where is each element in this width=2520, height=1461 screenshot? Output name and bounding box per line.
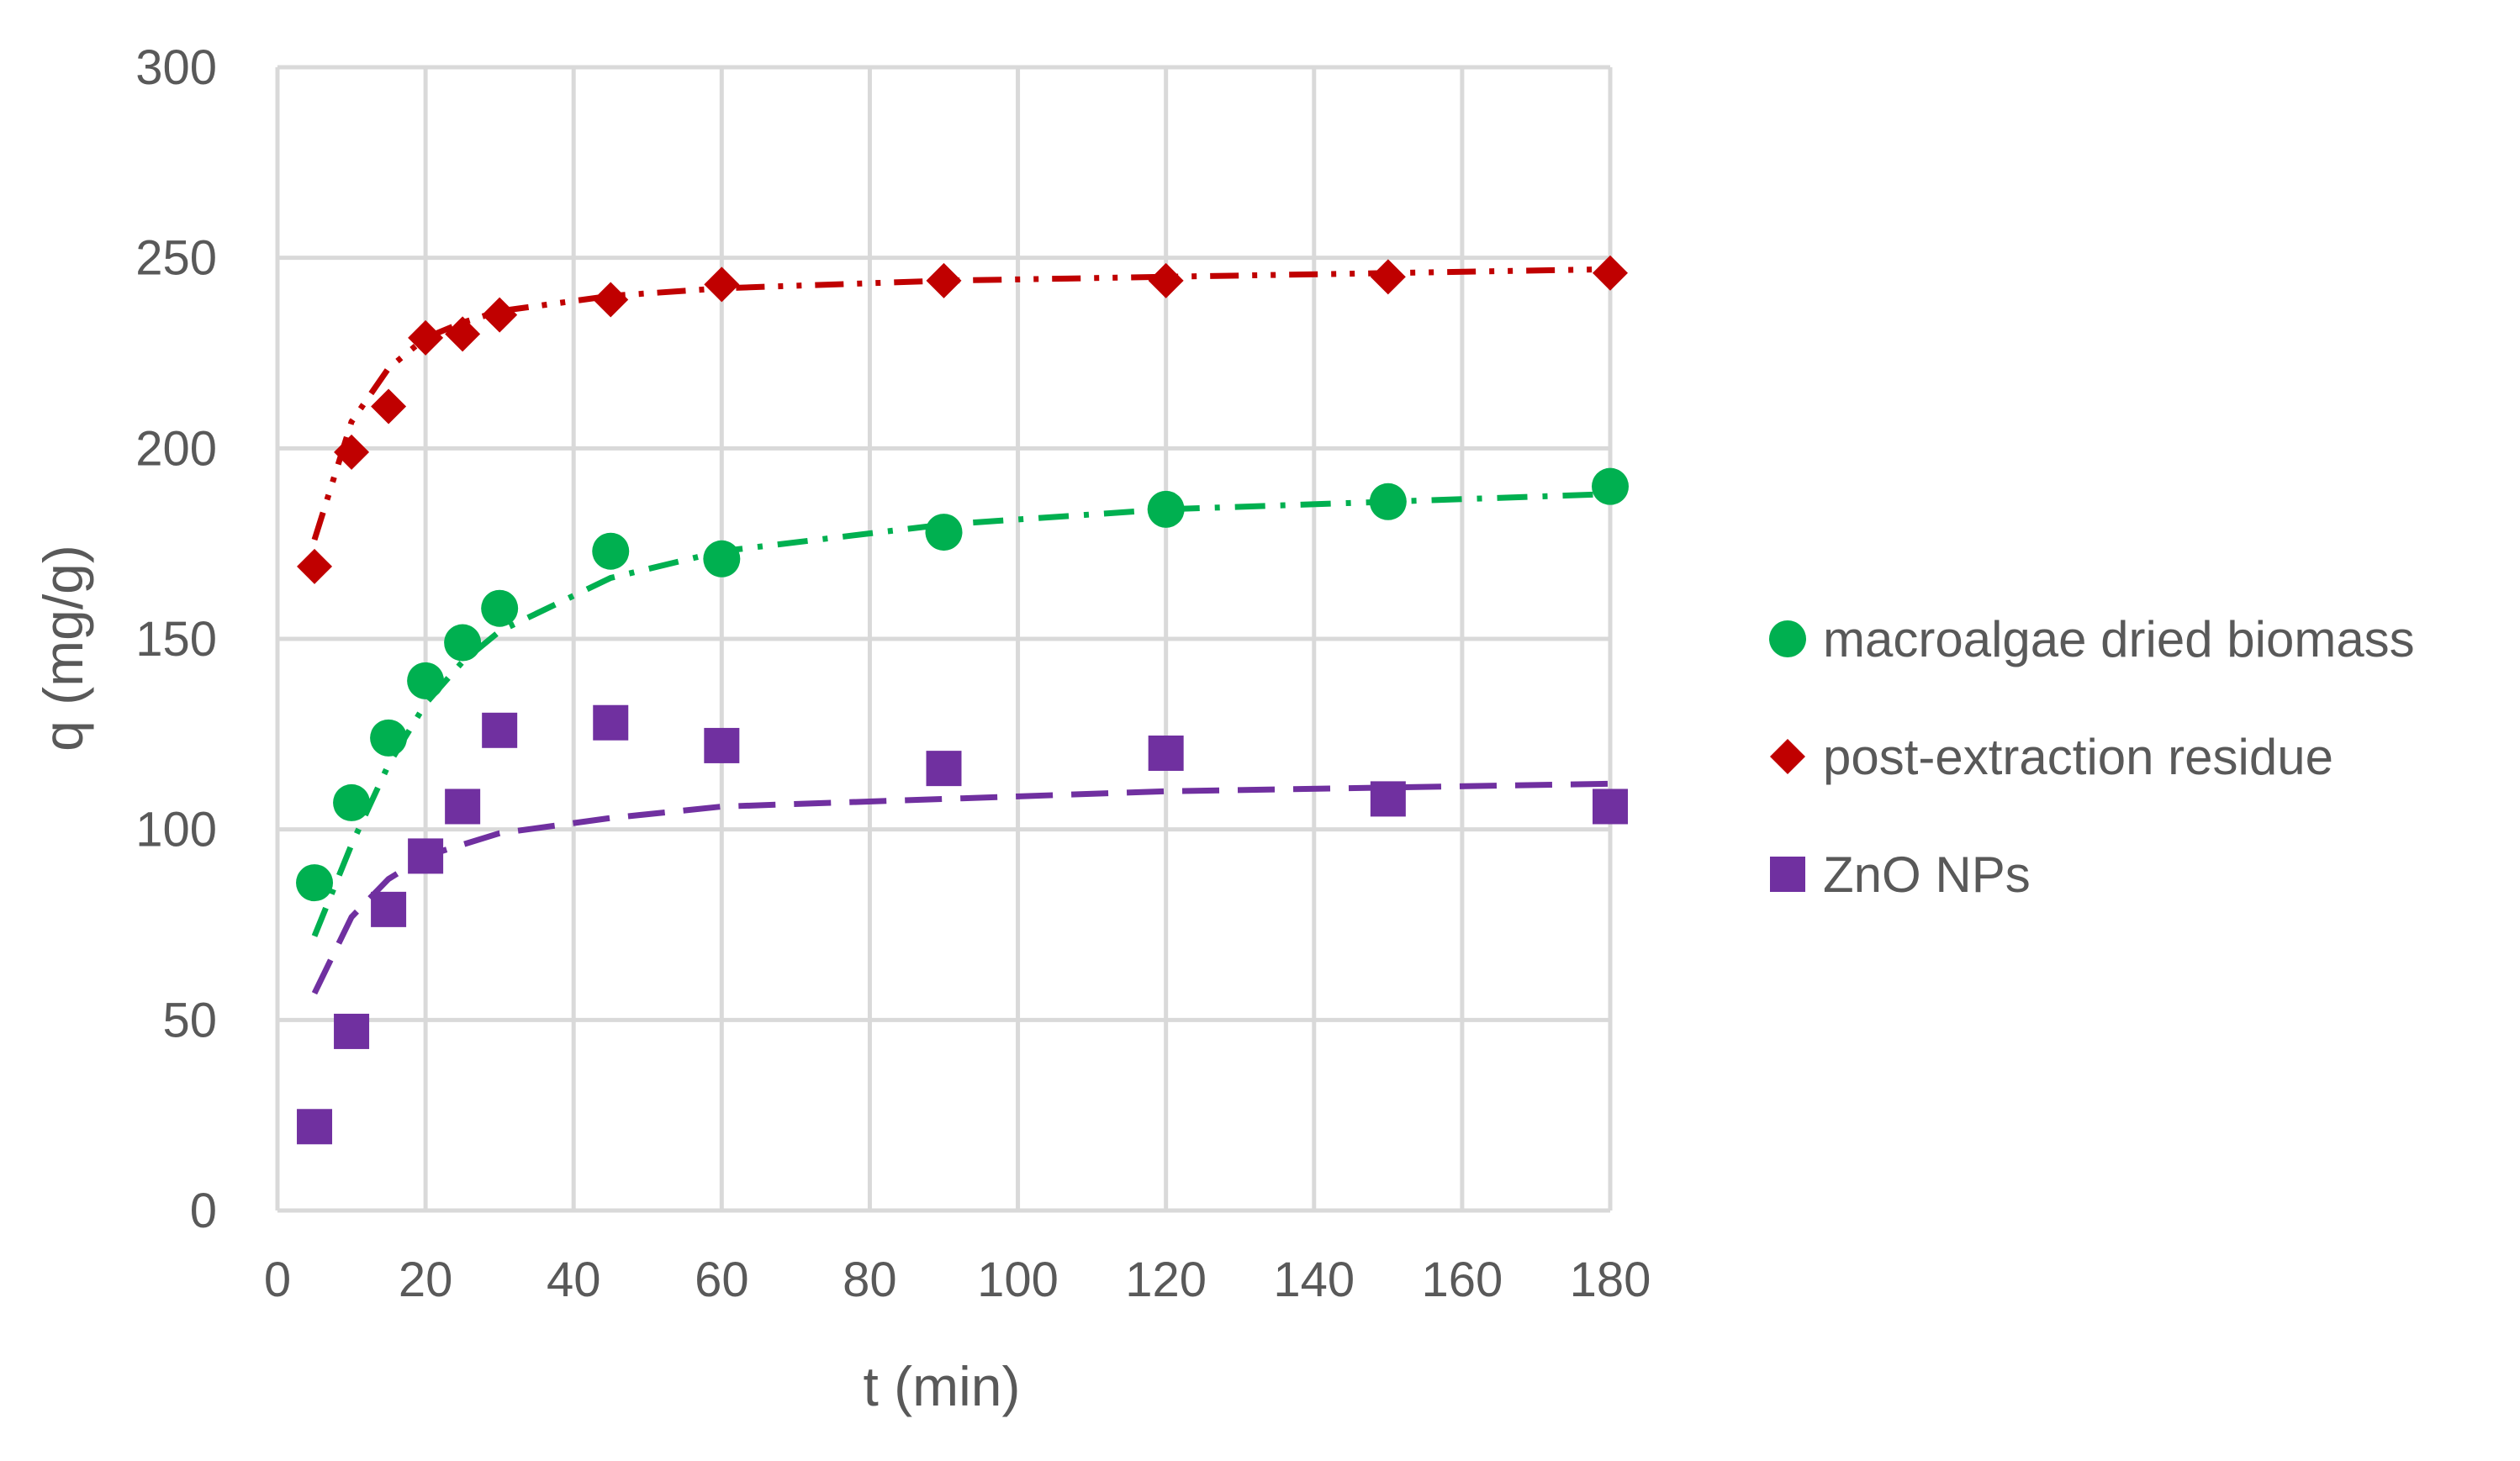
zno-nps-point xyxy=(593,704,629,741)
data-markers xyxy=(296,255,1629,1145)
post-extraction-residue-point xyxy=(1370,259,1406,295)
post-extraction-residue-point xyxy=(926,262,962,298)
y-tick-label: 300 xyxy=(135,40,217,95)
post-extraction-residue-point xyxy=(593,282,629,318)
x-tick-label: 20 xyxy=(399,1253,453,1307)
y-axis-title: q (mg/g) xyxy=(32,545,94,752)
zno-nps-point xyxy=(926,751,962,787)
zno-nps-point xyxy=(445,789,481,825)
legend: macroalgae dried biomass post-extraction … xyxy=(1769,611,2415,903)
y-tick-label: 50 xyxy=(162,993,217,1047)
post-extraction-residue-legend-label: post-extraction residue xyxy=(1823,729,2333,785)
zno-nps-point xyxy=(408,838,444,874)
post-extraction-residue-point xyxy=(1593,255,1628,291)
zno-nps-point xyxy=(482,712,518,748)
macroalgae-dried-biomass-point xyxy=(407,662,445,699)
post-extraction-residue-point xyxy=(482,297,518,333)
zno-nps-fit-line xyxy=(311,780,1611,995)
post-extraction-residue-point xyxy=(1148,262,1184,298)
y-tick-label: 100 xyxy=(135,803,217,857)
y-tick-label: 150 xyxy=(135,612,217,667)
fit-lines xyxy=(311,266,1611,995)
macroalgae-dried-biomass-point xyxy=(296,864,334,902)
macroalgae-dried-biomass-point xyxy=(333,783,371,821)
x-tick-label: 100 xyxy=(977,1253,1059,1307)
zno-nps-legend-label: ZnO NPs xyxy=(1823,847,2031,903)
post-extraction-residue-point xyxy=(334,434,370,470)
macroalgae-dried-biomass-point xyxy=(925,514,963,551)
macroalgae-dried-biomass-point xyxy=(481,589,519,627)
post-extraction-residue-point xyxy=(704,266,740,303)
x-tick-label: 40 xyxy=(547,1253,601,1307)
grid xyxy=(275,65,1613,1213)
x-tick-label: 180 xyxy=(1570,1253,1651,1307)
x-tick-label: 120 xyxy=(1125,1253,1207,1307)
zno-nps-point xyxy=(371,891,407,927)
x-tick-label: 60 xyxy=(695,1253,749,1307)
macroalgae-dried-biomass-point xyxy=(444,624,482,662)
zno-nps-point xyxy=(1593,789,1628,825)
x-tick-label: 140 xyxy=(1273,1253,1355,1307)
macroalgae-dried-biomass-point xyxy=(1369,483,1407,520)
macroalgae-dried-biomass-point xyxy=(592,532,630,570)
macroalgae-dried-biomass-point xyxy=(703,540,741,578)
macroalgae-dried-biomass-fit-line xyxy=(311,491,1611,937)
zno-nps-point xyxy=(704,727,740,763)
macroalgae-dried-biomass-point xyxy=(370,719,408,757)
y-tick-label: 0 xyxy=(190,1184,217,1238)
macroalgae-dried-biomass-point xyxy=(1147,490,1185,528)
y-tick-label: 200 xyxy=(135,421,217,476)
tick-labels: 0 20 40 60 80 100 120 140 160 180 0 50 100 150 200 250 3… xyxy=(135,40,1651,1307)
post-extraction-residue-point xyxy=(297,548,333,584)
x-tick-label: 160 xyxy=(1421,1253,1503,1307)
x-tick-label: 0 xyxy=(264,1253,291,1307)
x-axis-title: t (min) xyxy=(864,1355,1021,1417)
zno-nps-point xyxy=(1148,736,1184,771)
y-tick-label: 250 xyxy=(135,231,217,286)
post-extraction-residue-legend-marker xyxy=(1770,739,1805,774)
zno-nps-legend-marker xyxy=(1770,857,1805,892)
post-extraction-residue-point xyxy=(371,388,407,425)
post-extraction-residue-fit-line xyxy=(311,266,1611,541)
macroalgae-dried-biomass-legend-label: macroalgae dried biomass xyxy=(1823,611,2415,667)
post-extraction-residue-point xyxy=(445,316,481,352)
post-extraction-residue-point xyxy=(408,319,444,356)
macroalgae-dried-biomass-point xyxy=(1592,467,1629,505)
macroalgae-dried-biomass-legend-marker xyxy=(1769,620,1806,657)
zno-nps-point xyxy=(1370,781,1406,817)
zno-nps-point xyxy=(297,1109,333,1145)
zno-nps-point xyxy=(334,1013,370,1049)
x-tick-label: 80 xyxy=(843,1253,897,1307)
